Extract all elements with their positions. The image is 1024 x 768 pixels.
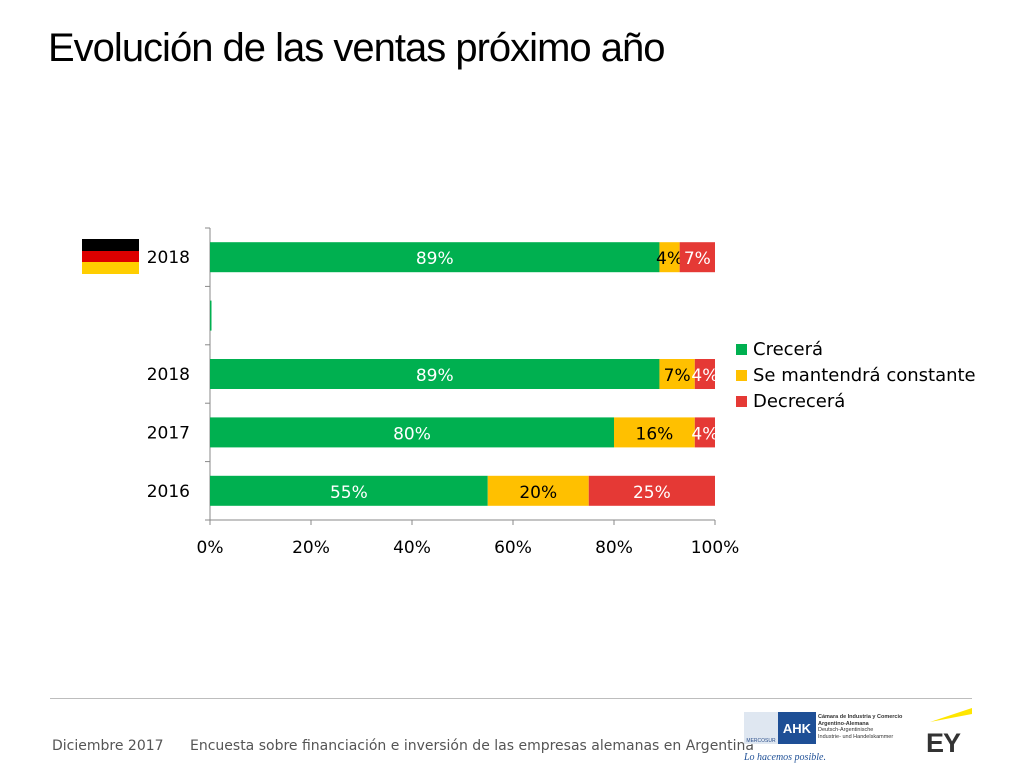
x-tick-label: 60% [494, 538, 532, 558]
footer-divider [50, 698, 972, 699]
ahk-line: Argentino-Alemana [818, 720, 869, 727]
germany-flag-icon [82, 239, 139, 274]
ahk-logo: MERCOSUR AHK Cámara de Industria y Comer… [744, 712, 904, 764]
data-label: 25% [633, 483, 671, 503]
footer-date: Diciembre 2017 [52, 738, 164, 754]
legend-item-crecera: Crecerá [736, 336, 976, 362]
legend-swatch-crecera [736, 343, 747, 355]
bar-segment [659, 359, 695, 389]
ey-beam-icon [930, 708, 972, 722]
category-label: 2016 [147, 482, 190, 502]
bar-segment [679, 242, 715, 273]
footer-subtitle: Encuesta sobre financiación e inversión … [190, 738, 755, 754]
bar-segment [210, 475, 488, 506]
x-tick-label: 0% [197, 538, 224, 558]
category-label: 2017 [147, 423, 190, 443]
ahk-tagline: Lo hacemos posible. [744, 752, 826, 763]
stacked-bar-chart: 0% 20% 40% 60% 80% 100%2018 89% 4% 7%2018 89% 7% 4%… [147, 227, 740, 558]
data-label: 89% [416, 366, 454, 386]
ahk-line: Deutsch-Argentinische [818, 727, 874, 733]
x-tick-label: 20% [292, 538, 330, 558]
legend-swatch-decrecera [736, 395, 747, 407]
ahk-line: Cámara de Industria y Comercio [818, 714, 903, 720]
bar-segment [614, 417, 695, 448]
bar-segment [210, 359, 660, 389]
category-label: 2018 [147, 365, 190, 385]
bar-segment [659, 242, 680, 273]
chart-legend: Crecerá Se mantendrá constante Decrecerá [736, 336, 976, 414]
data-label: 16% [636, 424, 674, 444]
legend-item-decrecera: Decrecerá [736, 388, 976, 414]
ahk-mark: AHK [778, 712, 816, 744]
legend-item-constante: Se mantendrá constante [736, 362, 976, 388]
ahk-chamber-name: Cámara de Industria y Comercio Argentino… [818, 714, 908, 740]
mercosur-logo: MERCOSUR [744, 712, 778, 744]
data-label: 4% [691, 366, 718, 386]
bar-segment [210, 417, 614, 448]
slide-title: Evolución de las ventas próximo año [48, 26, 665, 70]
ey-wordmark: EY [926, 728, 961, 758]
legend-label-constante: Se mantendrá constante [753, 364, 976, 386]
x-tick-label: 40% [393, 538, 431, 558]
bar-segment [694, 417, 715, 448]
legend-label-decrecera: Decrecerá [753, 390, 846, 412]
data-label: 20% [519, 483, 557, 503]
data-label: 55% [330, 483, 368, 503]
data-label: 89% [416, 249, 454, 269]
data-label: 80% [393, 424, 431, 444]
bar-segment [210, 242, 660, 273]
legend-label-crecera: Crecerá [753, 338, 824, 360]
data-label: 7% [684, 249, 711, 269]
category-label: 2018 [147, 248, 190, 268]
ahk-line: Industrie- und Handelskammer [818, 733, 894, 740]
ey-logo: EY [924, 706, 974, 758]
data-label: 7% [664, 366, 691, 386]
bar-segment [487, 475, 589, 506]
data-label: 4% [691, 424, 718, 444]
legend-swatch-constante [736, 369, 747, 381]
bar-segment [588, 475, 715, 506]
data-label: 4% [656, 249, 683, 269]
bar-segment [694, 359, 715, 389]
x-tick-label: 100% [691, 538, 740, 558]
x-tick-label: 80% [595, 538, 633, 558]
bar-segment-empty [210, 300, 212, 331]
